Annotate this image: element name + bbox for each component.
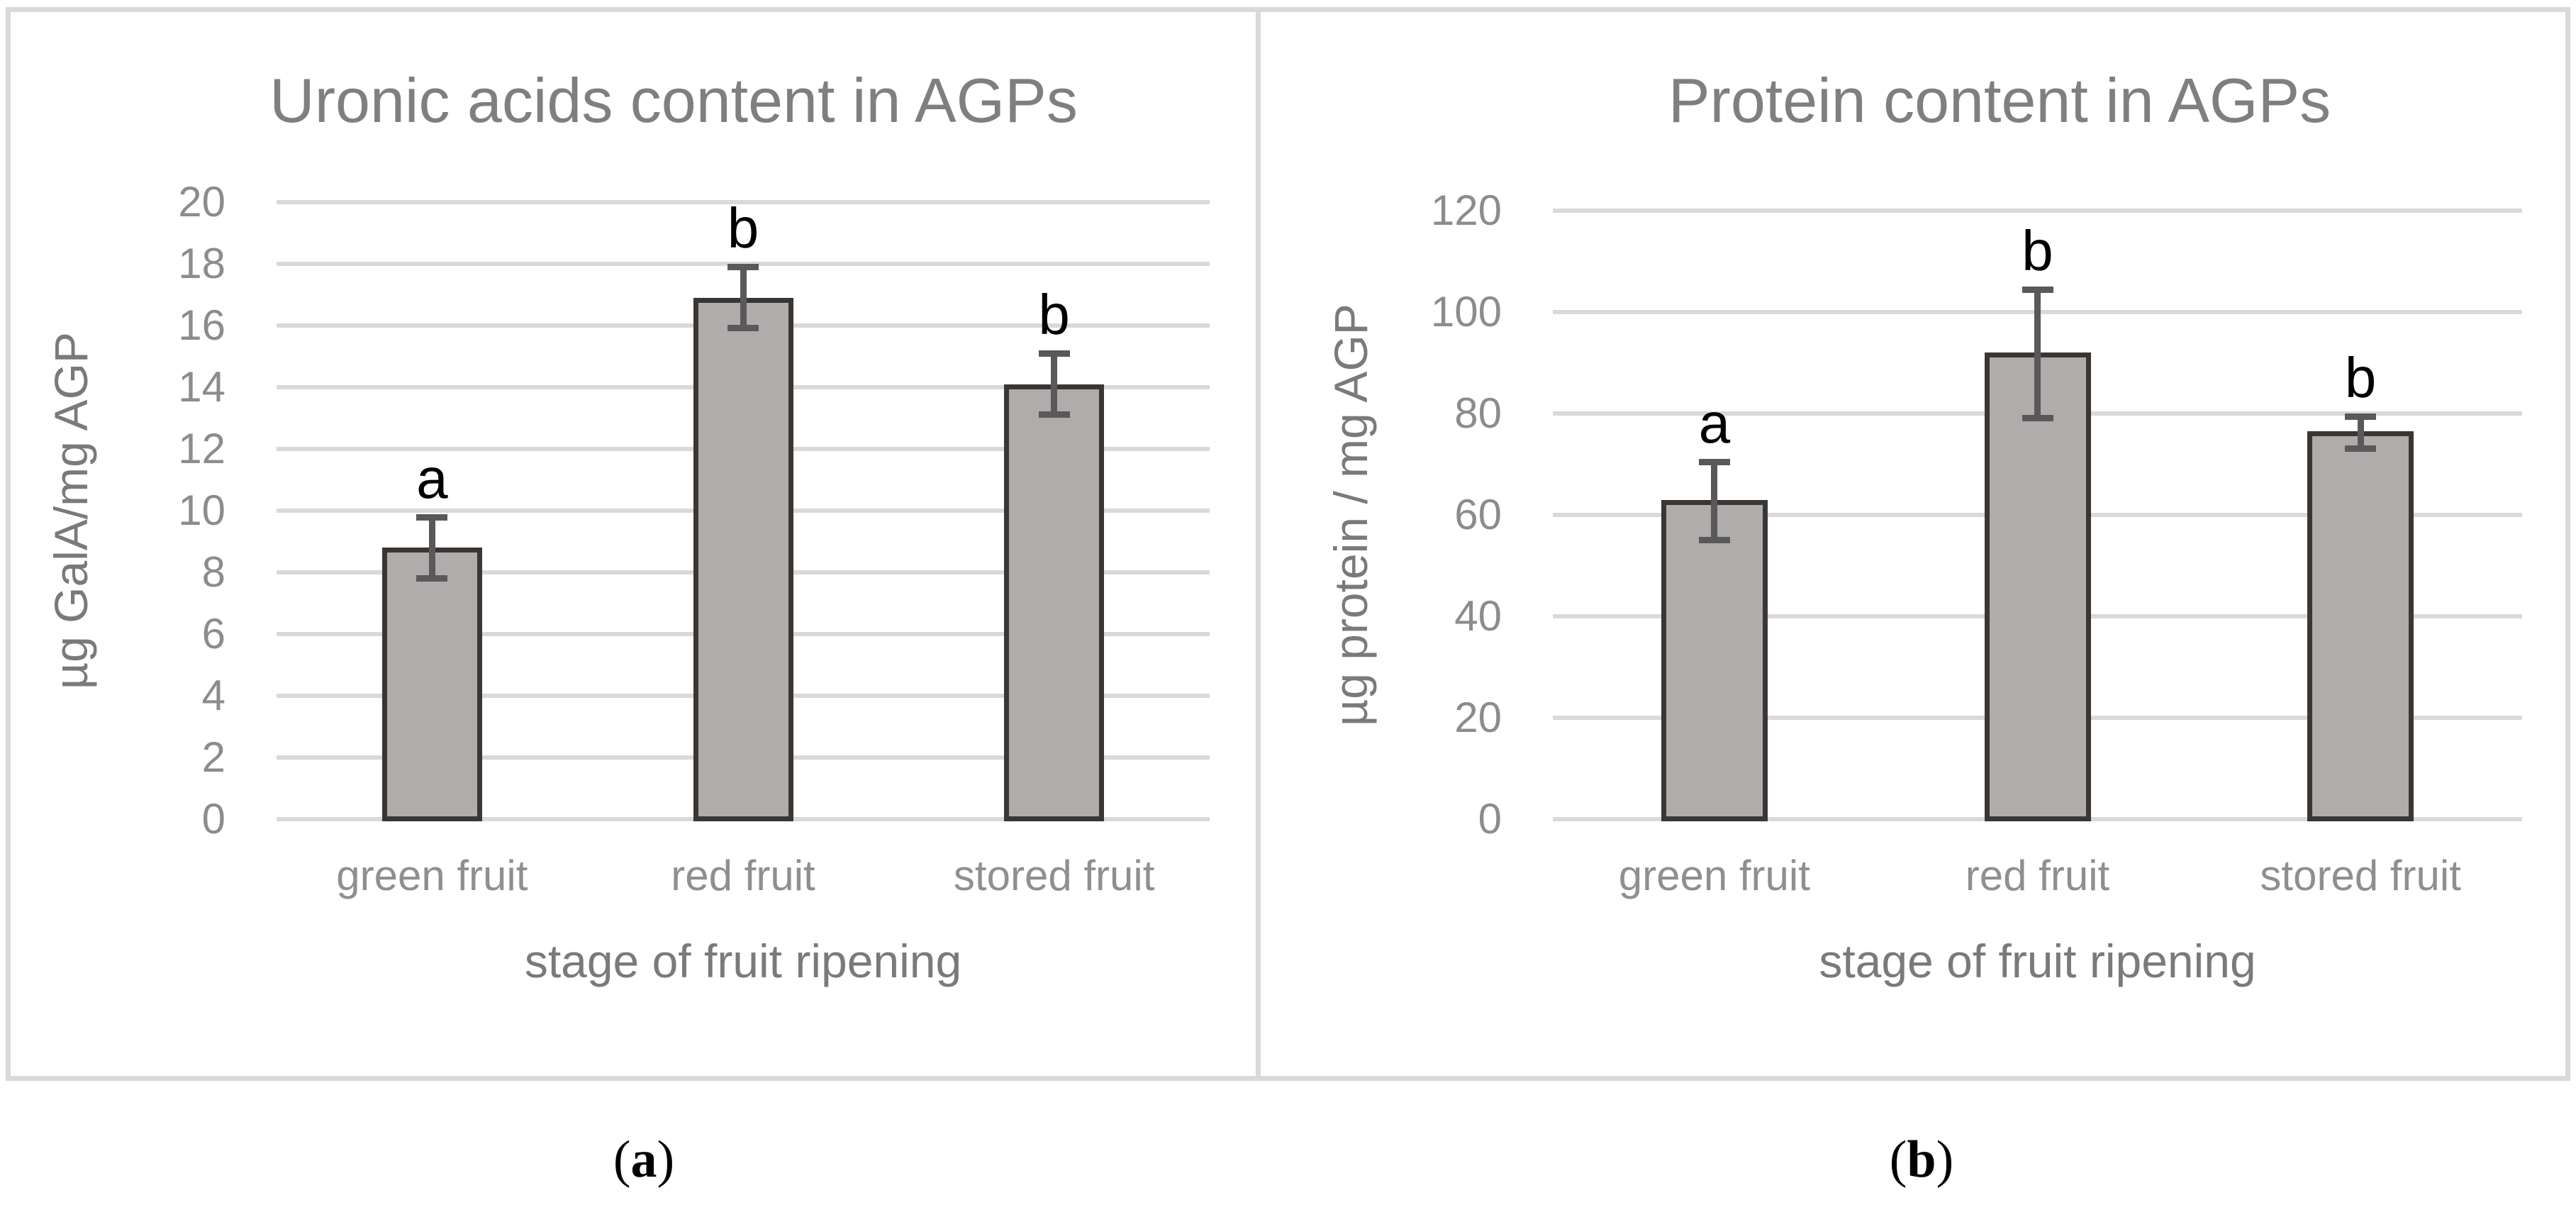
x-tick-label: green fruit xyxy=(336,852,528,899)
gridline xyxy=(1553,209,2522,213)
y-tick-label: 4 xyxy=(201,672,225,719)
x-tick-label: stored fruit xyxy=(2260,852,2461,899)
y-tick-label: 0 xyxy=(201,795,225,843)
caption-a-letter: a xyxy=(630,1131,657,1189)
bar-green-fruit xyxy=(381,548,482,821)
y-tick-label: 14 xyxy=(178,363,225,411)
error-bar-cap-top xyxy=(727,264,759,271)
x-axis-title: stage of fruit ripening xyxy=(1819,935,2256,987)
gridline xyxy=(277,200,1210,204)
error-bar-cap-top xyxy=(2022,286,2053,293)
chart-title: Uronic acids content in AGPs xyxy=(269,65,1078,135)
error-bar-cap-bottom xyxy=(2022,415,2053,422)
caption-b: (b) xyxy=(1890,1133,1953,1186)
y-tick-label: 6 xyxy=(201,610,225,657)
y-tick-label: 20 xyxy=(178,178,225,226)
y-tick-label: 18 xyxy=(178,240,225,287)
bar-red-fruit xyxy=(1984,352,2091,821)
y-tick-label: 20 xyxy=(1454,694,1502,741)
error-bar-line xyxy=(428,516,435,579)
y-tick-label: 80 xyxy=(1454,389,1502,437)
error-bar-line xyxy=(1051,353,1058,416)
y-tick-label: 2 xyxy=(201,733,225,781)
error-bar-cap-top xyxy=(1698,458,1730,465)
y-axis-title: µg protein / mg AGP xyxy=(1325,304,1377,726)
error-bar-line xyxy=(740,267,747,329)
significance-letter: b xyxy=(2344,345,2377,409)
error-bar-cap-bottom xyxy=(416,574,448,582)
y-tick-label: 16 xyxy=(178,301,225,349)
x-tick-label: red fruit xyxy=(1965,852,2110,899)
bar-stored-fruit xyxy=(1004,384,1105,821)
error-bar-cap-top xyxy=(416,513,448,521)
significance-letter: a xyxy=(1698,391,1731,455)
error-bar-cap-top xyxy=(1038,350,1070,357)
error-bar-line xyxy=(2034,289,2041,419)
gridline xyxy=(277,262,1210,266)
y-tick-label: 120 xyxy=(1430,187,1502,234)
y-axis-title: µg GalA/mg AGP xyxy=(45,332,97,689)
caption-b-letter: b xyxy=(1907,1131,1936,1189)
caption-a-open: ( xyxy=(613,1131,631,1189)
x-tick-label: stored fruit xyxy=(953,852,1155,899)
y-tick-label: 40 xyxy=(1454,592,1502,640)
x-axis-title: stage of fruit ripening xyxy=(524,935,962,987)
x-tick-label: green fruit xyxy=(1618,852,1810,899)
y-tick-label: 100 xyxy=(1430,288,1502,335)
y-tick-label: 0 xyxy=(1478,795,1502,843)
error-bar-cap-bottom xyxy=(1698,536,1730,543)
error-bar-line xyxy=(2357,416,2364,450)
caption-a: (a) xyxy=(613,1133,674,1186)
error-bar-cap-top xyxy=(2345,413,2377,420)
y-tick-label: 12 xyxy=(178,425,225,472)
caption-b-close: ) xyxy=(1936,1131,1954,1189)
bar-green-fruit xyxy=(1661,499,1768,821)
significance-letter: a xyxy=(416,446,448,510)
significance-letter: b xyxy=(727,196,759,260)
chart-title: Protein content in AGPs xyxy=(1668,65,2331,135)
error-bar-cap-bottom xyxy=(1038,411,1070,418)
x-tick-label: red fruit xyxy=(671,852,815,899)
y-tick-label: 10 xyxy=(178,487,225,534)
y-tick-label: 60 xyxy=(1454,491,1502,538)
error-bar-cap-bottom xyxy=(727,325,759,332)
significance-letter: b xyxy=(1038,283,1070,347)
caption-a-close: ) xyxy=(657,1131,675,1189)
panel-divider xyxy=(1256,7,1261,1081)
bar-stored-fruit xyxy=(2307,431,2414,821)
error-bar-line xyxy=(1711,461,1718,540)
error-bar-cap-bottom xyxy=(2345,445,2377,453)
figure-border xyxy=(6,7,2570,1081)
bar-red-fruit xyxy=(693,297,793,821)
caption-b-open: ( xyxy=(1889,1131,1907,1189)
significance-letter: b xyxy=(2022,218,2053,282)
y-tick-label: 8 xyxy=(201,548,225,596)
